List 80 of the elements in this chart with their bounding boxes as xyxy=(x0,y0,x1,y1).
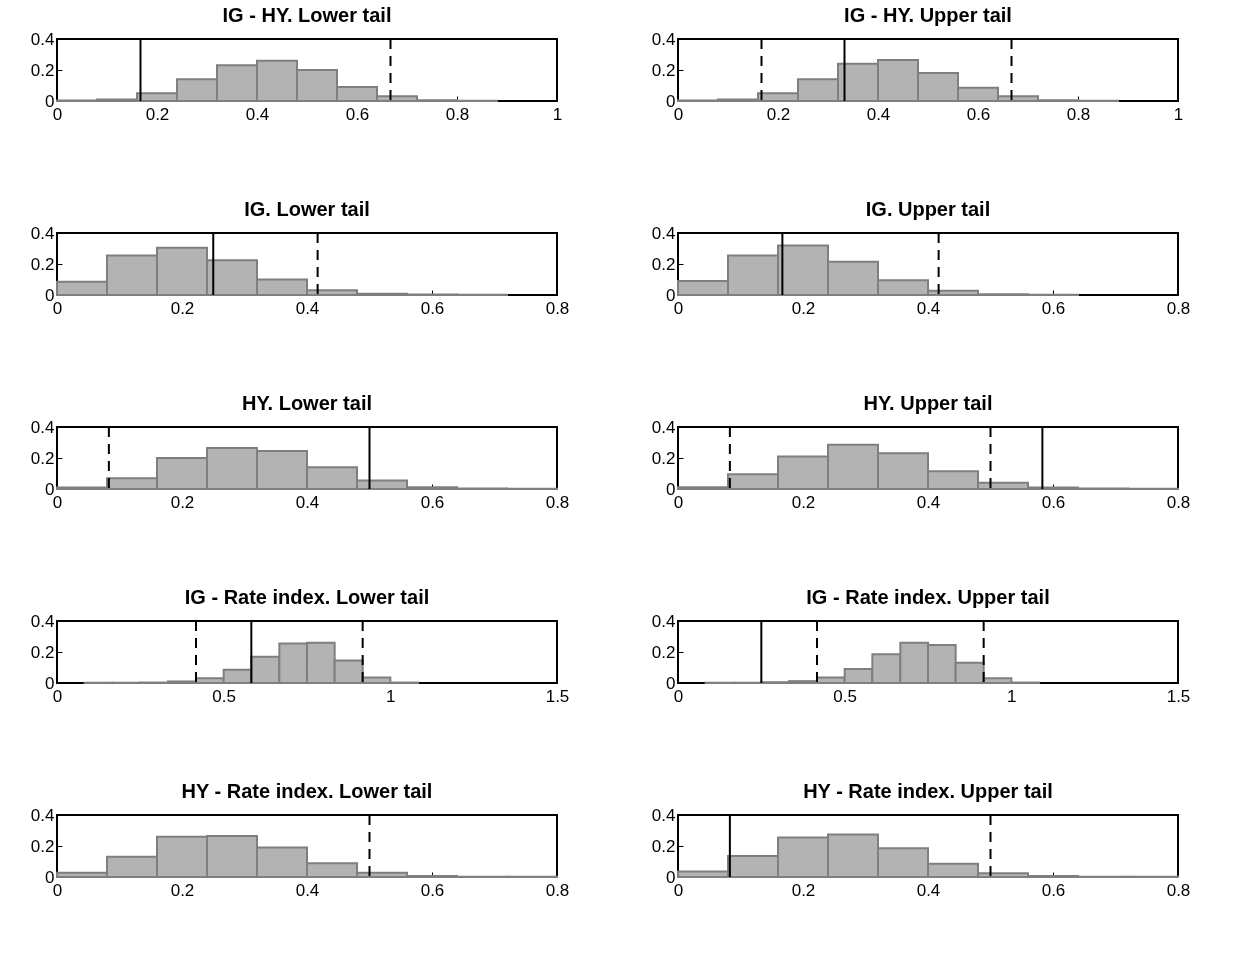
y-tick-label: 0.2 xyxy=(30,254,55,274)
y-tick-label: 0.2 xyxy=(651,60,676,80)
chart-title: IG - Rate index. Lower tail xyxy=(184,586,430,608)
x-tick-label: 0.6 xyxy=(1041,298,1066,318)
y-tick-label: 0 xyxy=(666,285,676,305)
x-tick-label: 0.8 xyxy=(445,104,470,124)
y-tick-label: 0.4 xyxy=(651,611,676,631)
y-tick-label: 0.2 xyxy=(651,448,676,468)
x-tick-label: 1 xyxy=(1173,104,1184,124)
chart-title: HY. Upper tail xyxy=(863,392,993,414)
x-tick-label: 0.6 xyxy=(420,298,445,318)
x-tick-label: 0.8 xyxy=(1166,298,1191,318)
chart-title: IG. Lower tail xyxy=(244,198,370,220)
y-tick-label: 0 xyxy=(666,673,676,693)
x-tick-label: 0.4 xyxy=(866,104,891,124)
x-tick-label: 0.8 xyxy=(1166,492,1191,512)
x-tick-label: 0.4 xyxy=(916,492,941,512)
y-tick-label: 0.4 xyxy=(30,417,55,437)
y-tick-label: 0 xyxy=(45,867,55,887)
y-tick-label: 0 xyxy=(666,479,676,499)
y-tick-label: 0.2 xyxy=(30,60,55,80)
chart-title: IG - HY. Lower tail xyxy=(222,4,392,26)
chart-title: HY - Rate index. Upper tail xyxy=(803,780,1053,802)
chart-title: HY - Rate index. Lower tail xyxy=(181,780,433,802)
y-tick-label: 0.4 xyxy=(30,611,55,631)
x-tick-label: 0.2 xyxy=(145,104,170,124)
y-tick-label: 0.4 xyxy=(651,417,676,437)
y-tick-label: 0.2 xyxy=(30,836,55,856)
chart-title: HY. Lower tail xyxy=(241,392,373,414)
x-tick-label: 1 xyxy=(1007,686,1017,706)
y-tick-label: 0 xyxy=(45,673,55,693)
x-tick-label: 0.2 xyxy=(170,298,195,318)
chart-title: IG - HY. Upper tail xyxy=(844,4,1012,26)
y-tick-label: 0.4 xyxy=(651,805,676,825)
y-tick-label: 0.4 xyxy=(651,223,676,243)
y-tick-label: 0.2 xyxy=(651,642,676,662)
x-tick-label: 0.4 xyxy=(295,880,320,900)
x-tick-label: 0.5 xyxy=(833,686,857,706)
x-tick-label: 0.2 xyxy=(791,492,816,512)
x-tick-label: 0.4 xyxy=(245,104,270,124)
y-tick-label: 0 xyxy=(45,479,55,499)
x-tick-label: 0.8 xyxy=(1066,104,1091,124)
x-tick-label: 0.8 xyxy=(545,492,570,512)
x-tick-label: 0.6 xyxy=(420,880,445,900)
x-tick-label: 1.5 xyxy=(545,686,570,706)
y-tick-label: 0.4 xyxy=(30,29,55,49)
x-tick-label: 0.8 xyxy=(545,880,570,900)
x-tick-label: 1 xyxy=(552,104,563,124)
x-tick-label: 0.6 xyxy=(1041,880,1066,900)
x-tick-label: 1 xyxy=(386,686,396,706)
y-tick-label: 0.4 xyxy=(651,29,676,49)
x-tick-label: 0.4 xyxy=(916,298,941,318)
x-tick-label: 0.6 xyxy=(345,104,370,124)
chart-title: IG. Upper tail xyxy=(865,198,991,220)
x-tick-label: 0.2 xyxy=(791,298,816,318)
x-tick-label: 0.2 xyxy=(766,104,791,124)
y-tick-label: 0 xyxy=(666,91,676,111)
y-tick-label: 0.4 xyxy=(30,223,55,243)
x-tick-label: 1.5 xyxy=(1166,686,1191,706)
x-tick-label: 0.6 xyxy=(1041,492,1066,512)
y-tick-label: 0 xyxy=(45,91,55,111)
y-tick-label: 0.4 xyxy=(30,805,55,825)
x-tick-label: 0.4 xyxy=(295,298,320,318)
x-tick-label: 0.6 xyxy=(420,492,445,512)
y-tick-label: 0.2 xyxy=(30,448,55,468)
y-tick-label: 0 xyxy=(45,285,55,305)
x-tick-label: 0.2 xyxy=(791,880,816,900)
x-tick-label: 0.5 xyxy=(212,686,236,706)
y-tick-label: 0.2 xyxy=(651,254,676,274)
x-tick-label: 0.8 xyxy=(545,298,570,318)
x-tick-label: 0.2 xyxy=(170,492,195,512)
x-tick-label: 0.6 xyxy=(966,104,991,124)
x-tick-label: 0.2 xyxy=(170,880,195,900)
x-tick-label: 0.4 xyxy=(295,492,320,512)
chart-title: IG - Rate index. Upper tail xyxy=(806,586,1050,608)
y-tick-label: 0.2 xyxy=(30,642,55,662)
x-tick-label: 0.8 xyxy=(1166,880,1191,900)
y-tick-label: 0 xyxy=(666,867,676,887)
y-tick-label: 0.2 xyxy=(651,836,676,856)
x-tick-label: 0.4 xyxy=(916,880,941,900)
